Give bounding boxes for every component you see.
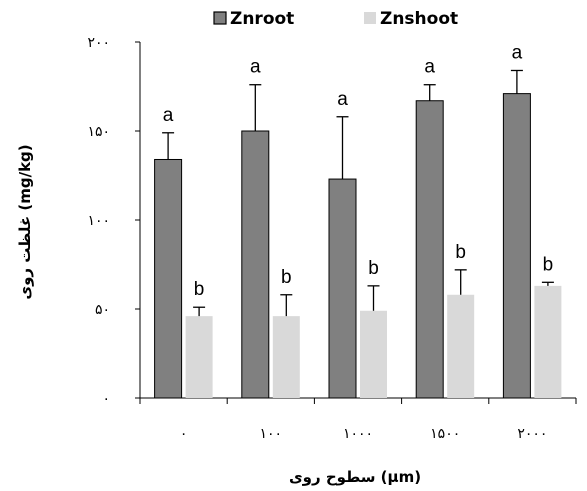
bar-znshoot <box>272 316 300 398</box>
legend: Znroot Znshoot <box>213 9 458 29</box>
bar-znroot <box>502 93 531 399</box>
bar-znroot <box>328 178 357 399</box>
legend-label-znshoot: Znshoot <box>380 9 458 29</box>
bar-znroot <box>154 158 183 399</box>
x-tick-label: ۱۰۰ <box>260 426 283 442</box>
significance-label: b <box>455 242 466 263</box>
x-axis-title: سطوح روی (µm) <box>289 468 421 486</box>
bar-znroot <box>241 130 270 399</box>
significance-label: a <box>512 42 523 63</box>
bar-znshoot <box>447 294 475 398</box>
significance-label: b <box>281 267 292 288</box>
y-tick-label: ۱۵۰ <box>87 124 110 140</box>
y-axis-title: غلظت روی (mg/kg) <box>16 144 34 299</box>
legend-swatch-znshoot <box>364 12 376 24</box>
bar-znshoot <box>185 316 213 398</box>
significance-label: b <box>543 254 554 275</box>
bar-znshoot <box>534 285 562 398</box>
bar-znshoot <box>360 310 387 398</box>
significance-label: a <box>163 105 174 126</box>
y-tick-label: ۲۰۰ <box>87 35 110 51</box>
x-tick-label: ۱۵۰۰ <box>430 426 460 442</box>
y-tick-label: ۵۰ <box>95 302 110 318</box>
x-tick-label: ۲۰۰۰ <box>517 426 547 442</box>
y-tick-label: ۰ <box>102 391 110 407</box>
x-tick-label: ۱۰۰۰ <box>343 426 373 442</box>
legend-swatch-znroot <box>213 11 227 25</box>
significance-label: a <box>250 57 261 78</box>
significance-label: a <box>424 57 435 78</box>
y-tick-label: ۱۰۰ <box>87 213 110 229</box>
bar-znroot <box>415 100 444 399</box>
significance-label: b <box>368 258 379 279</box>
legend-label-znroot: Znroot <box>230 9 294 29</box>
significance-label: b <box>194 279 205 300</box>
x-tick-label: ۰ <box>180 426 188 442</box>
significance-label: a <box>337 89 348 110</box>
